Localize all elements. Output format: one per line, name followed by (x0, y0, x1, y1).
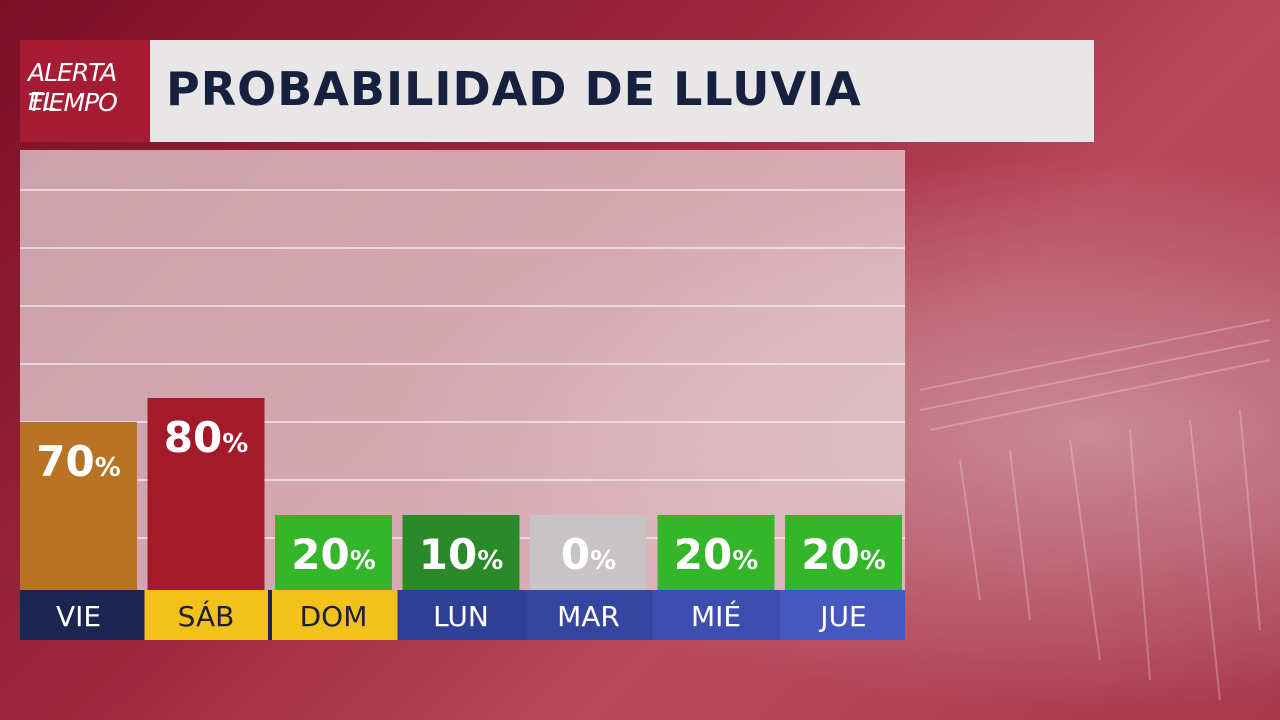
day-label-bg (397, 590, 530, 640)
bar-sáb (147, 398, 265, 590)
day-label-sáb: SÁB (178, 599, 235, 633)
day-label-bg (525, 590, 658, 640)
day-label-vie: VIE (56, 600, 101, 633)
logo-line-1: ALERTA EL (28, 58, 117, 116)
bar-value-label: 80% (164, 413, 249, 462)
rain-probability-chart: 70% 80% 20% 10% 0% 20% 20% VIE SÁB DOM LUN MAR MIÉ J… (20, 189, 905, 640)
day-label-lun: LUN (433, 600, 489, 633)
bar-value-label: 0% (561, 530, 616, 579)
day-label-bg (20, 590, 148, 640)
bar-value-label: 20% (674, 530, 759, 579)
title-bar: ALERTA EL TIEMPO PROBABILIDAD DE LLUVIA (20, 40, 1094, 142)
page-title: PROBABILIDAD DE LLUVIA (166, 62, 862, 116)
rain-background-decoration (919, 319, 1271, 701)
alerta-el-tiempo-logo: ALERTA EL TIEMPO (20, 40, 150, 142)
bar-lun (402, 515, 520, 590)
bar-jue (785, 515, 902, 590)
day-label-jue: JUE (818, 600, 866, 633)
day-separator (140, 590, 145, 640)
day-label-mié: MIÉ (691, 599, 741, 633)
bar-dom (275, 515, 392, 590)
day-label-bg (652, 590, 785, 640)
bar-value-label: 20% (801, 530, 886, 579)
bar-mié (657, 515, 775, 590)
chart-panel: 70% 80% 20% 10% 0% 20% 20% VIE SÁB DOM LUN MAR MIÉ J… (20, 150, 905, 640)
bar-value-label: 20% (291, 530, 376, 579)
day-label-bg (780, 590, 905, 640)
day-separator (268, 590, 272, 640)
bar-mar (530, 515, 647, 590)
bar-value-label: 10% (419, 530, 504, 579)
bar-value-label: 70% (36, 437, 121, 486)
day-label-dom: DOM (300, 600, 368, 633)
day-label-mar: MAR (557, 600, 620, 633)
logo-line-2: TIEMPO (28, 88, 118, 117)
bar-vie (20, 422, 137, 590)
day-label-bg (142, 590, 275, 640)
day-label-bg (270, 590, 403, 640)
